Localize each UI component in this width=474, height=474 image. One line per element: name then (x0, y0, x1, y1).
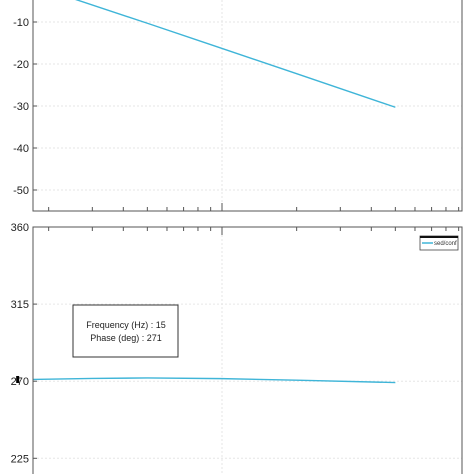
magnitude-plot-frame (32, 0, 463, 212)
magnitude-x-ticks (48, 203, 460, 211)
y-tick-label: -50 (13, 185, 29, 197)
legend-label-sed-conf: sed/conf (434, 241, 457, 247)
y-tick-label: -40 (13, 143, 29, 155)
phase-y-axis: 360 315 270 225 (11, 222, 37, 465)
phase-x-ticks (48, 227, 460, 235)
data-marker[interactable] (16, 375, 20, 383)
y-tick-label: 360 (11, 222, 29, 234)
phase-plot[interactable]: 360 315 270 225 sed/conf Frequency (Hz) : 1… (11, 222, 463, 474)
series-line-0[interactable] (32, 377, 396, 384)
legend-header (420, 236, 458, 238)
y-tick-label: 225 (11, 453, 29, 465)
phase-markers (16, 375, 20, 383)
tooltip-box (72, 304, 179, 358)
phase-legend[interactable]: sed/conf (419, 235, 459, 251)
y-tick-label: -20 (13, 59, 29, 71)
y-tick-label: -30 (13, 101, 29, 113)
series-line-0[interactable] (33, 0, 396, 108)
phase-plot-frame (32, 226, 463, 474)
y-tick-label: 315 (11, 299, 29, 311)
y-tick-label: -10 (13, 17, 29, 29)
tooltip-frequency: Frequency (Hz) : 15 (86, 320, 166, 330)
magnitude-series (33, 0, 396, 108)
tooltip-phase: Phase (deg) : 271 (90, 333, 162, 343)
y-tick-label: 270 (11, 376, 29, 388)
magnitude-y-axis: 0-10-20-30-40-50 (13, 17, 37, 197)
phase-series (32, 377, 396, 384)
data-tooltip: Frequency (Hz) : 15 Phase (deg) : 271 (72, 304, 179, 358)
magnitude-plot[interactable]: 0-10-20-30-40-50 (13, 0, 463, 212)
